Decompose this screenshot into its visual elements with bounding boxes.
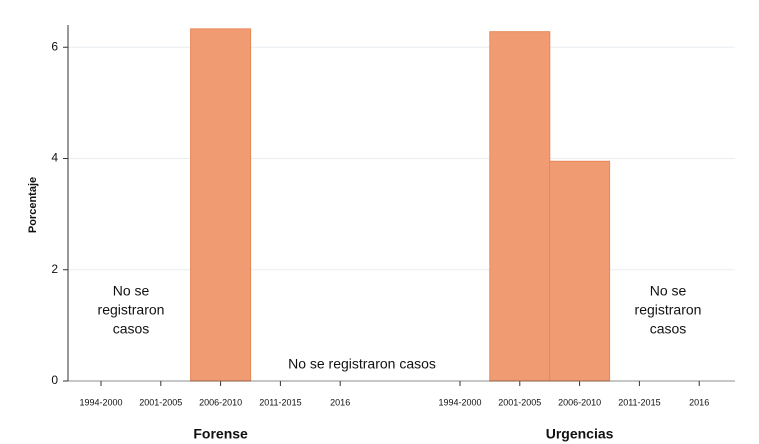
- x-tick-label: 2011-2015: [618, 397, 660, 407]
- x-tick-label: 2016: [330, 397, 350, 407]
- x-tick-label: 2001-2005: [498, 397, 541, 407]
- panel-title: Urgencias: [546, 426, 614, 442]
- bar: [549, 160, 611, 382]
- bar: [190, 28, 252, 382]
- x-tick-label: 1994-2000: [438, 397, 481, 407]
- x-tick-label: 2006-2010: [558, 397, 601, 407]
- annotation: No se registraron casos: [288, 356, 436, 372]
- y-tick-label: 0: [51, 373, 58, 387]
- x-tick-label: 2016: [689, 397, 709, 407]
- x-tick-label: 1994-2000: [79, 397, 122, 407]
- annotation: casos: [113, 321, 150, 337]
- bar: [489, 31, 551, 382]
- y-tick-label: 4: [51, 151, 58, 165]
- annotation: registraron: [98, 302, 165, 318]
- x-tick-label: 2001-2005: [139, 397, 182, 407]
- y-axis-label: Porcentaje: [27, 177, 39, 233]
- annotation: registraron: [635, 302, 702, 318]
- annotation: No se: [113, 283, 150, 299]
- x-tick-label: 2011-2015: [259, 397, 301, 407]
- annotation: No se: [650, 283, 687, 299]
- y-tick-label: 6: [51, 39, 58, 53]
- panel-title: Forense: [193, 426, 248, 442]
- x-tick-label: 2006-2010: [199, 397, 242, 407]
- y-tick-label: 2: [51, 262, 58, 276]
- annotation: casos: [650, 321, 687, 337]
